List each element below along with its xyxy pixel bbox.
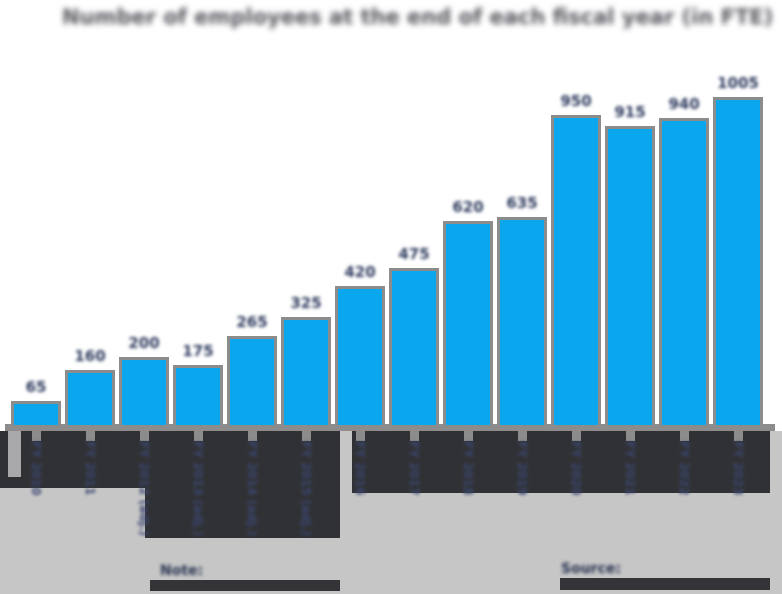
chart-title: Number of employees at the end of each f…: [62, 5, 774, 29]
x-axis-line: [5, 424, 775, 431]
bar-value-label: 620: [452, 198, 484, 216]
label-smudge-block-middle: [145, 431, 340, 538]
x-axis-tick-label: FY 2013 (adj.): [191, 441, 205, 536]
x-axis-tick-label: FY 2015 (adj.): [299, 441, 313, 536]
bar-value-label: 265: [236, 313, 268, 331]
bar: [11, 401, 61, 425]
footnote-source-label: Source:: [561, 561, 621, 577]
label-smudge-block-left: [0, 431, 145, 488]
x-axis-tick-label: FY 2011: [83, 441, 97, 496]
label-smudge-block-right: [352, 431, 770, 493]
bar-value-label: 940: [668, 95, 700, 113]
x-axis-tick: [356, 431, 365, 441]
bar: [389, 268, 439, 425]
footnote-note-label: Note:: [160, 563, 204, 579]
x-axis-tick: [194, 431, 203, 441]
bar: [173, 365, 223, 425]
bar-value-label: 325: [290, 294, 322, 312]
x-axis-tick: [572, 431, 581, 441]
x-axis-tick: [680, 431, 689, 441]
bar-value-label: 65: [25, 378, 47, 396]
x-axis-tick: [518, 431, 527, 441]
bar: [443, 221, 493, 425]
bar: [281, 317, 331, 425]
bar-value-label: 420: [344, 263, 376, 281]
x-axis-tick-label: FY 2022: [677, 441, 691, 496]
bar: [659, 118, 709, 425]
footnote-smudge-right: [560, 578, 770, 590]
bar-value-label: 475: [398, 245, 430, 263]
bar-value-label: 915: [614, 103, 646, 121]
bar: [119, 357, 169, 425]
bar: [65, 370, 115, 425]
bar: [551, 115, 601, 425]
x-axis-tick: [32, 431, 41, 441]
x-axis-tick-label: FY 2021: [623, 441, 637, 496]
bar: [713, 97, 763, 425]
bar-value-label: 635: [506, 194, 538, 212]
x-axis-tick: [86, 431, 95, 441]
bar: [335, 286, 385, 425]
x-axis-tick-label: FY 2017: [407, 441, 421, 496]
bar-value-label: 175: [182, 342, 214, 360]
x-axis-tick: [248, 431, 257, 441]
bar-value-label: 200: [128, 334, 160, 352]
bar-value-label: 1005: [717, 74, 759, 92]
x-axis-tick: [464, 431, 473, 441]
x-axis-tick-label: FY 2020: [569, 441, 583, 496]
x-axis-tick: [140, 431, 149, 441]
x-axis-tick-label: FY 2016: [353, 441, 367, 496]
x-axis-tick: [734, 431, 743, 441]
x-axis-tick-label: FY 2018: [461, 441, 475, 496]
bar: [605, 126, 655, 425]
axis-origin-stub: [8, 431, 21, 477]
x-axis-tick-label: FY 2014 (adj.): [245, 441, 259, 536]
footnote-smudge-left: [150, 580, 340, 591]
bar-value-label: 950: [560, 92, 592, 110]
bar: [497, 217, 547, 425]
x-axis-tick-label: FY 2023: [731, 441, 745, 496]
plot-area: 65 160 200 175 265 325 420 475 620 635 950 915 940 10…: [11, 74, 763, 425]
x-axis-tick-label: FY 2012 (adj.): [137, 441, 151, 536]
x-axis-tick: [410, 431, 419, 441]
bar: [227, 336, 277, 425]
x-axis-tick-label: FY 2019: [515, 441, 529, 496]
x-axis-tick: [302, 431, 311, 441]
x-axis-tick-label: FY 2010: [29, 441, 43, 496]
x-axis-tick: [626, 431, 635, 441]
bar-value-label: 160: [74, 347, 106, 365]
